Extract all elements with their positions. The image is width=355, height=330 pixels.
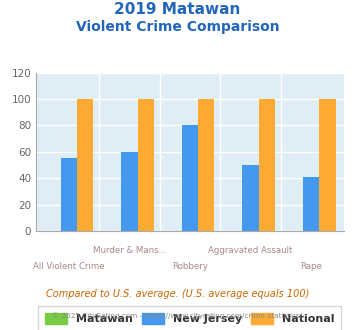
Bar <box>303 177 319 231</box>
Bar <box>137 99 154 231</box>
Bar <box>121 152 137 231</box>
Text: All Violent Crime: All Violent Crime <box>33 262 105 271</box>
Text: Robbery: Robbery <box>172 262 208 271</box>
Bar <box>61 158 77 231</box>
Text: Aggravated Assault: Aggravated Assault <box>208 246 293 255</box>
Text: Murder & Mans...: Murder & Mans... <box>93 246 166 255</box>
Bar <box>182 125 198 231</box>
Text: 2019 Matawan: 2019 Matawan <box>114 2 241 16</box>
Legend: Matawan, New Jersey, National: Matawan, New Jersey, National <box>38 306 342 330</box>
Text: © 2025 CityRating.com - https://www.cityrating.com/crime-statistics/: © 2025 CityRating.com - https://www.city… <box>53 312 302 318</box>
Bar <box>259 99 275 231</box>
Bar <box>198 99 214 231</box>
Bar <box>319 99 335 231</box>
Bar <box>77 99 93 231</box>
Bar <box>242 165 259 231</box>
Text: Violent Crime Comparison: Violent Crime Comparison <box>76 20 279 34</box>
Text: Rape: Rape <box>300 262 322 271</box>
Text: Compared to U.S. average. (U.S. average equals 100): Compared to U.S. average. (U.S. average … <box>46 289 309 299</box>
